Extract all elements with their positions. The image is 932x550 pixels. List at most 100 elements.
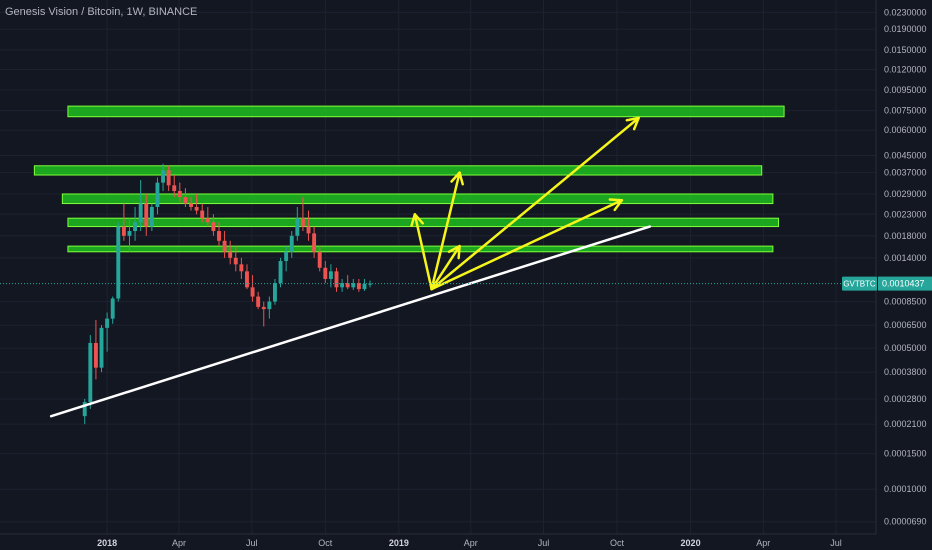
arrow-shaft: [430, 198, 624, 291]
time-axis[interactable]: 2018 Apr Jul Oct 2019 Apr Jul Oct 2020 Apr Jul: [97, 538, 842, 548]
candle-body: [340, 283, 345, 288]
candle-body: [334, 271, 339, 288]
arrow-shaft: [430, 244, 461, 291]
candle-body: [105, 318, 110, 328]
current-price-value: 0.0010437: [882, 279, 925, 289]
candle-body: [267, 301, 272, 310]
chart-title: Genesis Vision / Bitcoin, 1W, BINANCE: [5, 6, 198, 18]
projection-arrow: [430, 198, 624, 291]
candle-body: [121, 226, 126, 236]
candle-body: [88, 342, 93, 403]
candle-body: [222, 240, 227, 252]
price-tick-label: 0.0120000: [884, 64, 927, 74]
candle-body: [177, 191, 182, 198]
arrow-shaft: [430, 116, 640, 291]
projection-arrow: [410, 213, 433, 291]
price-tick-label: 0.0000690: [884, 517, 927, 527]
candle-body: [233, 257, 238, 265]
time-tick-label: Apr: [464, 538, 478, 548]
price-tick-label: 0.0075000: [884, 106, 927, 116]
candle-body: [217, 231, 221, 241]
candle-body: [345, 283, 350, 288]
time-tick-label: 2018: [97, 538, 117, 548]
projection-arrow: [430, 116, 640, 291]
candle-body: [189, 203, 193, 207]
time-tick-label: Jul: [246, 538, 258, 548]
candle-body: [127, 231, 132, 236]
candle-body: [161, 170, 166, 183]
price-tick-label: 0.0001000: [884, 484, 927, 494]
arrow-shaft: [430, 171, 461, 291]
candle-body: [149, 206, 154, 227]
candle-body: [323, 267, 328, 279]
price-tick-label: 0.0037000: [884, 168, 927, 178]
candle-body: [328, 271, 333, 279]
candles: [82, 163, 373, 425]
price-tick-label: 0.0002800: [884, 394, 927, 404]
current-price-badge: [878, 276, 932, 291]
candle-body: [194, 206, 199, 211]
candle-body: [356, 283, 361, 290]
price-tick-label: 0.0029000: [884, 189, 927, 199]
candle-body: [272, 283, 277, 302]
candle-body: [144, 203, 149, 227]
candle-body: [155, 182, 160, 207]
price-tick-label: 0.0002100: [884, 419, 927, 429]
resistance-zone: [33, 165, 763, 176]
price-tick-label: 0.0005000: [884, 343, 927, 353]
arrow-shaft: [413, 213, 433, 291]
price-tick-label: 0.0008500: [884, 297, 927, 307]
resistance-zone: [67, 105, 785, 118]
candle-body: [306, 226, 311, 234]
time-tick-label: 2019: [389, 538, 409, 548]
candle-body: [138, 203, 143, 223]
trendline-layer: [49, 225, 652, 418]
candle-body: [166, 170, 171, 186]
arrow-head-icon: [608, 198, 624, 212]
price-tick-label: 0.0001500: [884, 449, 927, 459]
price-tag: GVTBTC 0.0010437: [842, 276, 932, 291]
support-trendline: [49, 225, 652, 418]
candle-body: [278, 261, 283, 284]
price-tick-label: 0.0045000: [884, 150, 927, 160]
candle-body: [245, 271, 249, 288]
arrow-layer: [410, 116, 640, 291]
price-axis-background: [876, 0, 932, 550]
candle-body: [110, 298, 115, 319]
candle-body: [295, 218, 300, 236]
candle-body: [172, 185, 177, 192]
arrow-head-icon: [410, 213, 424, 228]
candle-body: [239, 264, 244, 272]
time-tick-label: Jul: [830, 538, 842, 548]
price-tick-label: 0.0150000: [884, 45, 927, 55]
candle-body: [133, 222, 138, 232]
time-tick-label: 2020: [681, 538, 701, 548]
symbol-badge: [842, 276, 877, 291]
candle-body: [93, 342, 98, 368]
time-tick-label: Apr: [756, 538, 770, 548]
candle-body: [183, 197, 188, 204]
price-axis[interactable]: 0.0000690 0.0001000 0.0001500 0.0002100 0.00…: [884, 7, 927, 526]
candle-body: [312, 233, 317, 252]
price-tick-label: 0.0003800: [884, 367, 927, 377]
price-tick-label: 0.0023000: [884, 209, 927, 219]
candle-body: [211, 222, 216, 232]
price-tick-label: 0.0006500: [884, 320, 927, 330]
candle-body: [351, 283, 356, 288]
arrow-head-icon: [450, 171, 464, 186]
candle-body: [228, 251, 233, 258]
arrow-head-icon: [447, 244, 461, 260]
time-tick-label: Apr: [172, 538, 186, 548]
candle-body: [256, 296, 261, 307]
candle-body: [289, 235, 294, 252]
candle-body: [317, 251, 322, 268]
candle-body: [99, 327, 104, 368]
symbol-badge-label: GVTBTC: [843, 280, 876, 289]
time-tick-label: Oct: [610, 538, 625, 548]
candle-body: [82, 402, 87, 417]
candle-body: [205, 218, 210, 223]
price-tick-label: 0.0095000: [884, 85, 927, 95]
price-tick-label: 0.0014000: [884, 253, 927, 263]
